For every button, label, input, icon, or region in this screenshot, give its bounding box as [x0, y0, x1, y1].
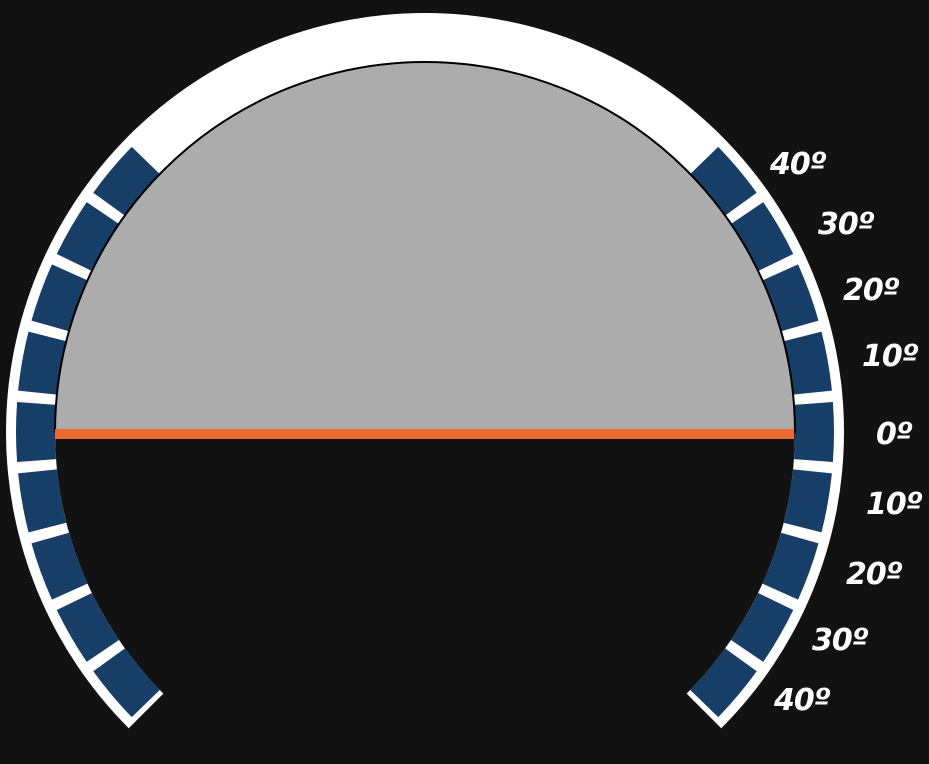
- left-scale-segment: [56, 202, 119, 271]
- upper-label-20: 20º: [843, 273, 900, 308]
- right-scale-segment: [731, 202, 794, 271]
- lower-label-30: 30º: [812, 623, 869, 658]
- upper-label-30: 30º: [818, 207, 875, 242]
- left-scale-segment: [93, 648, 160, 718]
- left-scale-segment: [31, 532, 88, 600]
- lower-label-10: 10º: [866, 487, 923, 522]
- left-scale-segment: [16, 402, 56, 462]
- right-scale-segment: [731, 593, 794, 662]
- lower-label-40: 40º: [773, 683, 831, 718]
- right-scale-segment: [783, 331, 832, 395]
- right-scale-segment: [762, 532, 819, 600]
- right-scale-segment: [690, 648, 757, 718]
- scale-labels: 40º 30º 20º 10º 0º 10º 20º 30º 40º: [769, 147, 924, 718]
- right-scale-segment: [783, 469, 832, 533]
- left-scale-segment: [18, 469, 67, 533]
- sky-half: [53, 61, 797, 433]
- scale-segments: [16, 146, 834, 718]
- right-scale-segment: [794, 402, 834, 462]
- upper-label-10: 10º: [862, 339, 919, 374]
- upper-label-40: 40º: [769, 147, 827, 182]
- left-scale-segment: [93, 146, 160, 216]
- left-scale-segment: [56, 593, 119, 662]
- upper-label-0: 0º: [876, 417, 913, 452]
- right-scale-segment: [690, 146, 757, 216]
- lower-label-20: 20º: [846, 557, 903, 592]
- left-scale-segment: [18, 331, 67, 395]
- horizon-line: [55, 429, 794, 439]
